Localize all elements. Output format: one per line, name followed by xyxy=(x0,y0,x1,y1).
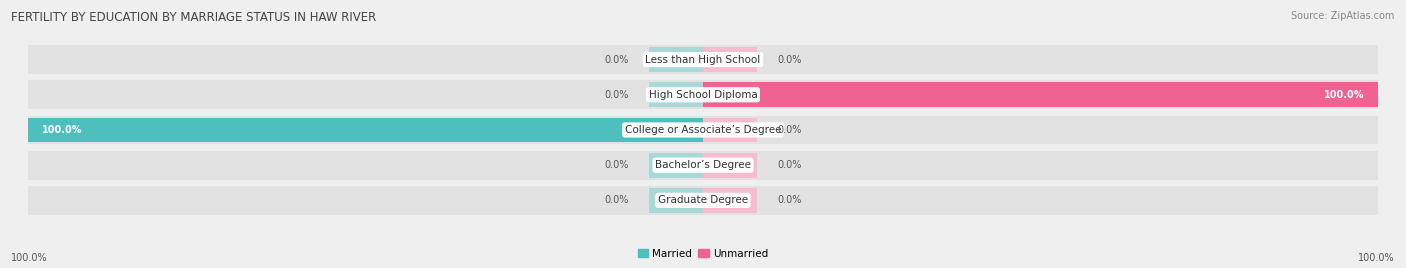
Text: Less than High School: Less than High School xyxy=(645,55,761,65)
Text: 0.0%: 0.0% xyxy=(605,160,628,170)
Bar xyxy=(28,186,703,215)
Bar xyxy=(650,188,703,213)
Text: 0.0%: 0.0% xyxy=(605,90,628,100)
Text: High School Diploma: High School Diploma xyxy=(648,90,758,100)
Bar xyxy=(703,186,1378,215)
Text: 0.0%: 0.0% xyxy=(605,195,628,205)
Bar xyxy=(703,80,1378,109)
Bar xyxy=(703,47,756,72)
Text: 0.0%: 0.0% xyxy=(778,55,801,65)
Text: FERTILITY BY EDUCATION BY MARRIAGE STATUS IN HAW RIVER: FERTILITY BY EDUCATION BY MARRIAGE STATU… xyxy=(11,11,377,24)
Text: 100.0%: 100.0% xyxy=(1324,90,1364,100)
Bar xyxy=(703,118,756,142)
Text: 0.0%: 0.0% xyxy=(605,55,628,65)
Bar xyxy=(28,80,703,109)
Text: Graduate Degree: Graduate Degree xyxy=(658,195,748,205)
Bar xyxy=(650,47,703,72)
Bar xyxy=(28,116,703,144)
Bar xyxy=(650,83,703,107)
Text: 0.0%: 0.0% xyxy=(778,160,801,170)
Text: 100.0%: 100.0% xyxy=(11,253,48,263)
Text: 100.0%: 100.0% xyxy=(1358,253,1395,263)
Text: College or Associate’s Degree: College or Associate’s Degree xyxy=(624,125,782,135)
Bar xyxy=(703,151,1378,180)
Text: 100.0%: 100.0% xyxy=(42,125,82,135)
Bar xyxy=(703,188,756,213)
Bar xyxy=(650,153,703,177)
Bar xyxy=(703,83,1378,107)
Legend: Married, Unmarried: Married, Unmarried xyxy=(634,244,772,263)
Bar xyxy=(28,45,703,74)
Text: Source: ZipAtlas.com: Source: ZipAtlas.com xyxy=(1291,11,1395,21)
Bar xyxy=(28,151,703,180)
Bar xyxy=(28,118,703,142)
Bar xyxy=(703,153,756,177)
Text: 0.0%: 0.0% xyxy=(778,195,801,205)
Text: Bachelor’s Degree: Bachelor’s Degree xyxy=(655,160,751,170)
Bar xyxy=(703,45,1378,74)
Text: 0.0%: 0.0% xyxy=(778,125,801,135)
Bar xyxy=(703,116,1378,144)
